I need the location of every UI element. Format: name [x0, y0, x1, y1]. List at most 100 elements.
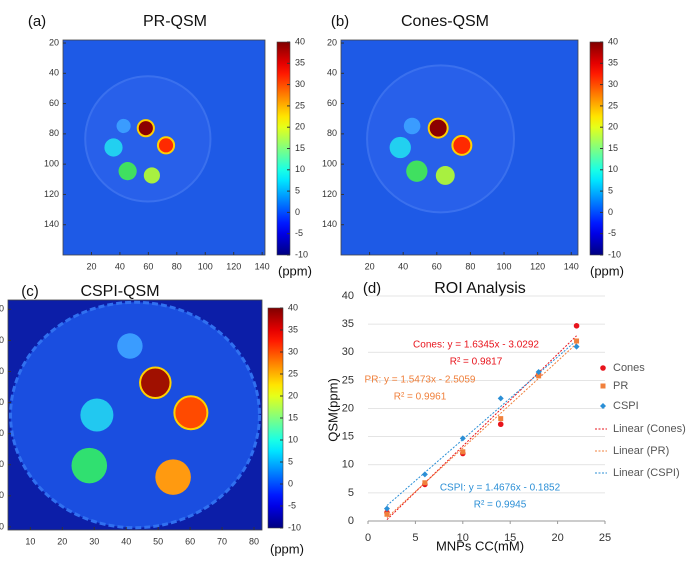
colorbar-tick-label: 25 [295, 100, 305, 110]
y-tick-label: 40 [49, 68, 59, 78]
panel-title: ROI Analysis [434, 280, 526, 297]
x-tick-label: 70 [217, 536, 227, 546]
point [574, 339, 579, 344]
colorbar-tick-label: -10 [295, 249, 308, 259]
y-tick-label: 25 [342, 374, 354, 386]
colorbar-tick-label: 10 [295, 164, 305, 174]
legend-label: PR [613, 380, 628, 392]
y-tick-label: 30 [342, 346, 354, 358]
panel-label: (d) [363, 280, 381, 297]
colorbar-tick-label: 5 [288, 456, 293, 466]
y-tick-label: 60 [327, 98, 337, 108]
trendline-r-squared: R² = 0.9817 [450, 357, 503, 368]
colorbar-label: (ppm) [590, 263, 624, 278]
y-tick-label: 10 [342, 459, 354, 471]
sphere [117, 333, 142, 358]
y-tick-label: 140 [44, 219, 59, 229]
sphere [174, 396, 207, 429]
y-tick-label: 50 [0, 428, 4, 438]
x-tick-label: 60 [185, 536, 195, 546]
legend-label: CSPI [613, 400, 639, 412]
colorbar-tick-label: 15 [608, 143, 618, 153]
colorbar-tick-label: 40 [288, 302, 298, 312]
colorbar-tick-label: -10 [608, 249, 621, 259]
sphere [117, 119, 131, 133]
point [498, 421, 504, 427]
x-tick-label: 140 [564, 261, 579, 271]
y-tick-label: 40 [342, 290, 354, 302]
x-tick-label: 40 [121, 536, 131, 546]
x-tick-label: 40 [398, 261, 408, 271]
y-tick-label: 40 [327, 68, 337, 78]
colorbar-tick-label: 35 [295, 58, 305, 68]
y-tick-label: 35 [342, 318, 354, 330]
x-tick-label: 140 [255, 261, 270, 271]
point [422, 480, 427, 485]
colorbar-tick-label: 20 [608, 122, 618, 132]
legend-marker [601, 384, 606, 389]
y-tick-label: 20 [342, 402, 354, 414]
colorbar-tick-label: 40 [295, 36, 305, 46]
sphere [119, 162, 137, 180]
point [574, 344, 580, 350]
sphere [144, 167, 160, 183]
y-tick-label: 100 [322, 159, 337, 169]
panel-label: (c) [21, 283, 39, 300]
colorbar-tick-label: 10 [288, 434, 298, 444]
y-tick-label: 20 [0, 335, 4, 345]
sphere [104, 138, 122, 156]
y-axis-label: QSM(ppm) [325, 378, 340, 442]
sphere [429, 119, 448, 138]
colorbar-tick-label: 35 [288, 324, 298, 334]
colorbar-tick-label: 25 [288, 368, 298, 378]
y-tick-label: 120 [44, 189, 59, 199]
phantom [367, 65, 514, 212]
panel-label: (b) [331, 13, 349, 30]
figure: (a)PR-QSM2040608010012014020406080100120… [0, 0, 688, 563]
colorbar-tick-label: 15 [295, 143, 305, 153]
x-tick-label: 30 [89, 536, 99, 546]
x-tick-label: 80 [249, 536, 259, 546]
y-tick-label: 80 [49, 128, 59, 138]
x-tick-label: 60 [432, 261, 442, 271]
x-tick-label: 120 [530, 261, 545, 271]
colorbar-tick-label: 10 [608, 164, 618, 174]
colorbar-tick-label: 0 [288, 478, 293, 488]
point [422, 471, 428, 477]
sphere [155, 459, 191, 495]
x-tick-label: 5 [412, 532, 418, 544]
colorbar-tick-label: 30 [295, 79, 305, 89]
sphere [140, 368, 170, 398]
x-tick-label: 40 [115, 261, 125, 271]
y-tick-label: 30 [0, 366, 4, 376]
y-tick-label: 10 [0, 304, 4, 314]
trendline-equation: PR: y = 1.5473x - 2.5059 [365, 375, 476, 386]
colorbar-tick-label: -5 [295, 228, 303, 238]
colorbar-tick-label: 30 [608, 79, 618, 89]
trendline-r-squared: R² = 0.9945 [474, 500, 527, 511]
panel-title: PR-QSM [143, 13, 207, 30]
legend-label: Linear (CSPI) [613, 467, 680, 479]
sphere [404, 118, 421, 135]
colorbar-tick-label: 40 [608, 36, 618, 46]
panel-label: (a) [28, 13, 46, 30]
x-tick-label: 50 [153, 536, 163, 546]
sphere [390, 137, 411, 158]
x-tick-label: 60 [143, 261, 153, 271]
trendline-equation: CSPI: y = 1.4676x - 0.1852 [440, 483, 561, 494]
x-tick-label: 20 [86, 261, 96, 271]
sphere [452, 136, 471, 155]
x-tick-label: 80 [172, 261, 182, 271]
y-tick-label: 20 [327, 37, 337, 47]
point [498, 395, 504, 401]
colorbar-tick-label: 0 [608, 207, 613, 217]
x-tick-label: 20 [551, 532, 563, 544]
point [574, 323, 580, 329]
x-tick-label: 0 [365, 532, 371, 544]
x-tick-label: 120 [226, 261, 241, 271]
sphere [406, 160, 427, 181]
colorbar-label: (ppm) [270, 541, 304, 556]
colorbar-tick-label: 20 [295, 122, 305, 132]
colorbar-tick-label: 15 [288, 412, 298, 422]
panel-title: CSPI-QSM [80, 283, 159, 300]
